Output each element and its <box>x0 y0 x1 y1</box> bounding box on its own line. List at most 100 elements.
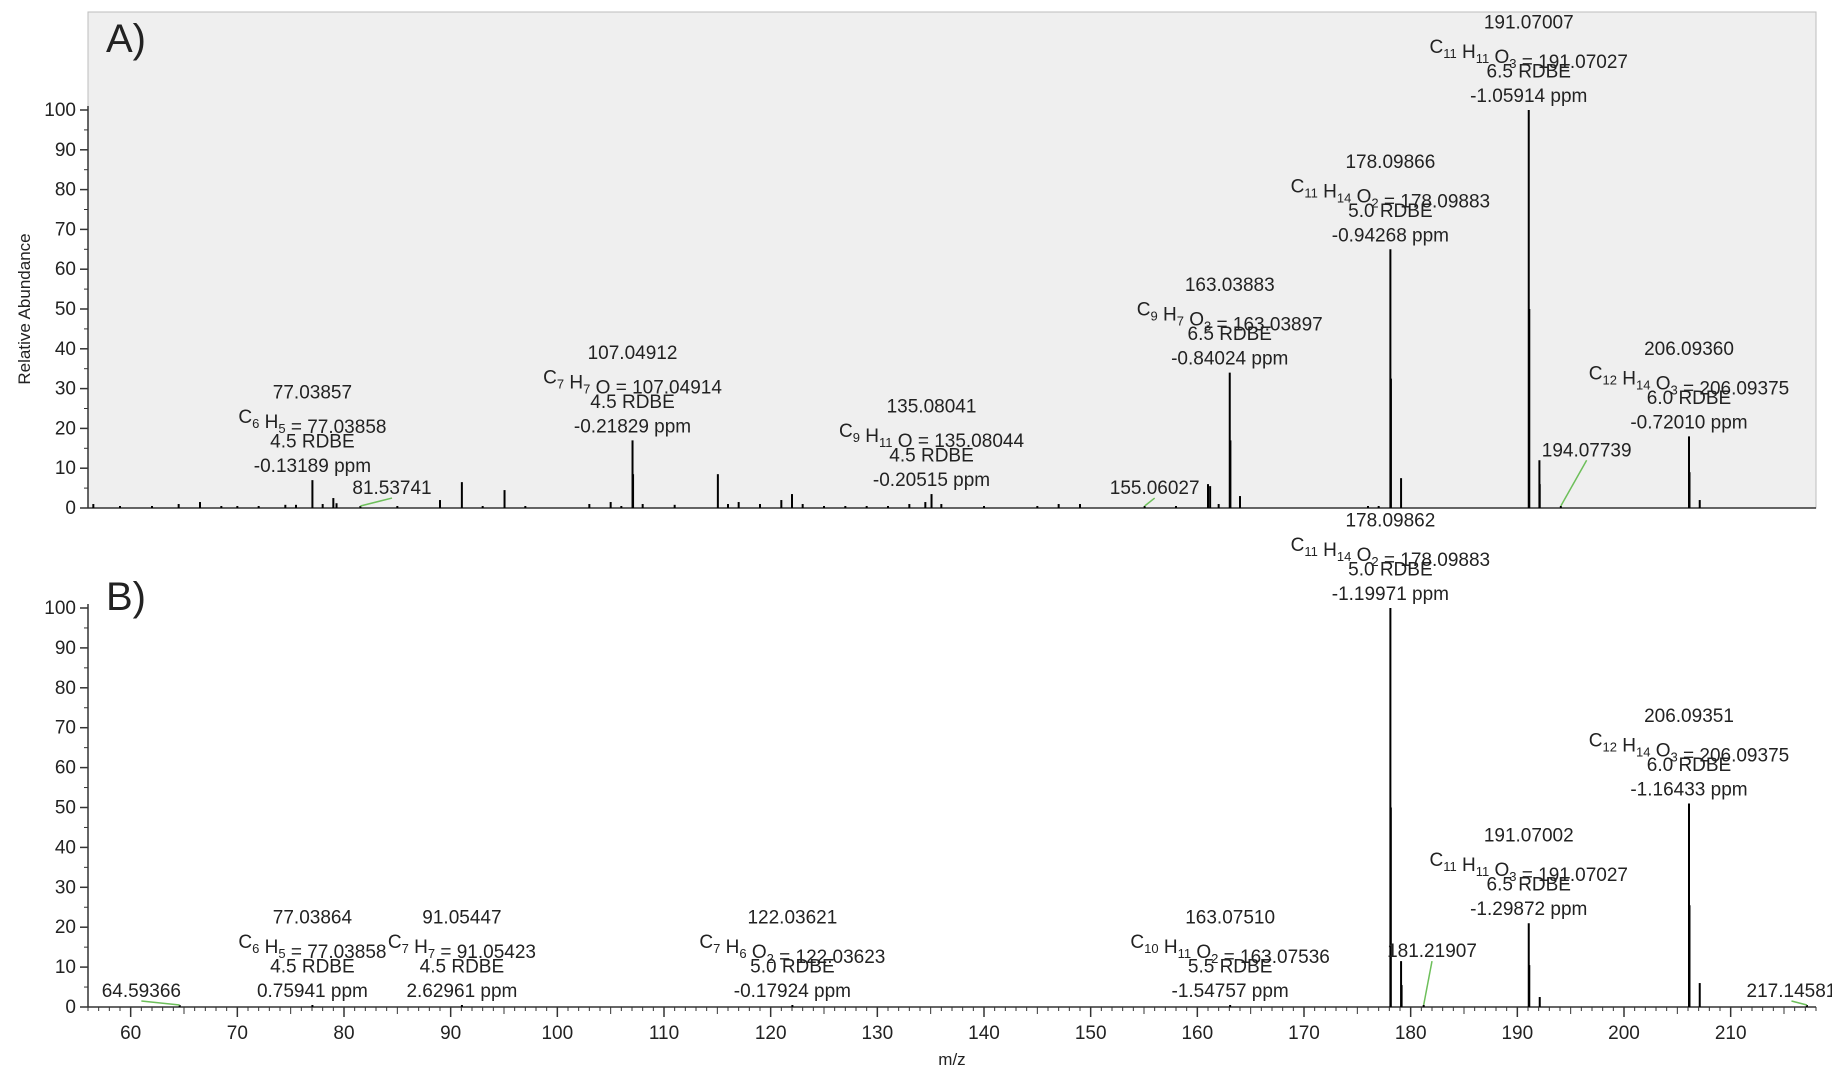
annotation-ppm: -0.20515 ppm <box>873 470 990 491</box>
leader-line <box>1791 1000 1808 1006</box>
y-tick-label: 60 <box>55 758 76 779</box>
y-tick-label: 100 <box>44 598 76 619</box>
y-tick-label: 20 <box>55 418 76 439</box>
y-tick-label: 70 <box>55 718 76 739</box>
panel-b: B) 0 10 20 30 40 50 60 70 80 90 100 60 70 80 90 100 110 12… <box>44 511 1832 1070</box>
x-axis-title: m/z <box>938 1050 965 1069</box>
y-tick-label: 90 <box>55 638 76 659</box>
panel-a: A) 0 10 20 30 40 50 60 70 80 90 100 Relative Abundan… <box>15 11 1817 519</box>
x-tick-label: 160 <box>1181 1023 1213 1044</box>
annotation-mz: 178.09862 <box>1345 511 1435 532</box>
annotation-rdbe: 4.5 RDBE <box>270 957 354 978</box>
x-tick-label: 140 <box>968 1023 1000 1044</box>
annotation-mz: 91.05447 <box>422 908 501 929</box>
annotation-rdbe: 5.0 RDBE <box>1348 560 1432 581</box>
annotation-rdbe: 4.5 RDBE <box>420 957 504 978</box>
x-tick-label: 70 <box>227 1023 248 1044</box>
annotation-ppm: -1.16433 ppm <box>1630 780 1747 801</box>
leader-label: 217.14581 <box>1747 981 1832 1002</box>
annotation-mz: 135.08041 <box>887 397 977 418</box>
annotation-mz: 107.04912 <box>588 343 678 364</box>
annotation-rdbe: 5.5 RDBE <box>1188 957 1272 978</box>
annotation-mz: 163.07510 <box>1185 908 1275 929</box>
annotation-mz: 206.09360 <box>1644 339 1734 360</box>
annotation-mz: 191.07007 <box>1484 13 1574 34</box>
leader-line <box>360 497 393 507</box>
leader-line <box>1144 497 1156 507</box>
annotation-formula: C11 H11 O3 = 191.07027 <box>1429 850 1628 886</box>
x-tick-label: 170 <box>1288 1023 1320 1044</box>
annotation-rdbe: 6.5 RDBE <box>1487 875 1571 896</box>
y-tick-label: 10 <box>55 957 76 978</box>
y-tick-label: 50 <box>55 798 76 819</box>
annotation-mz: 77.03864 <box>273 908 353 929</box>
leader-label: 64.59366 <box>102 981 181 1002</box>
y-tick-label: 50 <box>55 299 76 320</box>
annotation-ppm: -0.17924 ppm <box>734 981 851 1002</box>
x-tick-label: 200 <box>1608 1023 1640 1044</box>
panel-label: A) <box>106 17 146 61</box>
annotation-ppm: -0.21829 ppm <box>574 416 691 437</box>
leader-line <box>1422 960 1433 1006</box>
annotation-ppm: -1.29872 ppm <box>1470 899 1587 920</box>
annotation-mz: 163.03883 <box>1185 275 1275 296</box>
annotation-rdbe: 6.0 RDBE <box>1647 755 1731 776</box>
y-tick-label: 60 <box>55 259 76 280</box>
annotation-formula: C6 H5 = 77.03858 <box>238 407 386 438</box>
x-tick-label: 80 <box>333 1023 354 1044</box>
x-tick-label: 180 <box>1395 1023 1427 1044</box>
y-tick-label: 0 <box>65 498 76 519</box>
annotation-mz: 206.09351 <box>1644 706 1734 727</box>
annotation-formula: C12 H14 O3 = 206.09375 <box>1589 731 1789 767</box>
annotation-mz: 178.09866 <box>1345 152 1435 173</box>
annotation-ppm: -1.54757 ppm <box>1172 981 1289 1002</box>
y-tick-label: 80 <box>55 180 76 201</box>
y-tick-label: 0 <box>65 997 76 1018</box>
annotation-formula: C11 H11 O3 = 191.07027 <box>1429 37 1628 73</box>
annotation-formula: C12 H14 O3 = 206.09375 <box>1589 363 1789 399</box>
leader-line <box>141 1000 180 1006</box>
annotation-formula: C11 H14 O2 = 178.09883 <box>1291 535 1490 571</box>
annotation-rdbe: 5.0 RDBE <box>750 957 834 978</box>
annotation-rdbe: 4.5 RDBE <box>590 392 674 413</box>
y-tick-label: 80 <box>55 678 76 699</box>
x-tick-label: 190 <box>1501 1023 1533 1044</box>
annotation-formula: C7 H7 O = 107.04914 <box>543 367 722 398</box>
annotation-formula: C7 H7 = 91.05423 <box>388 932 536 963</box>
y-tick-label: 70 <box>55 219 76 240</box>
x-tick-label: 60 <box>120 1023 141 1044</box>
y-tick-label: 10 <box>55 458 76 479</box>
panel-label: B) <box>106 575 146 619</box>
annotation-formula: C7 H6 O2 = 122.03623 <box>699 932 885 968</box>
leader-label: 194.07739 <box>1542 440 1632 461</box>
x-tick-label: 90 <box>440 1023 461 1044</box>
y-axis-title: Relative Abundance <box>15 233 34 384</box>
annotation-ppm: -0.94268 ppm <box>1332 225 1449 246</box>
x-tick-label: 210 <box>1715 1023 1747 1044</box>
annotation-ppm: 0.75941 ppm <box>257 981 368 1002</box>
annotation-rdbe: 5.0 RDBE <box>1348 201 1432 222</box>
x-tick-label: 110 <box>649 1023 679 1044</box>
annotation-formula: C10 H11 O2 = 163.07536 <box>1130 932 1329 968</box>
y-tick-label: 30 <box>55 877 76 898</box>
annotation-ppm: -0.72010 ppm <box>1630 412 1747 433</box>
plot-background <box>88 560 1816 1007</box>
annotation-ppm: -1.05914 ppm <box>1470 86 1587 107</box>
annotation-mz: 77.03857 <box>273 383 352 404</box>
annotation-mz: 191.07002 <box>1484 826 1574 847</box>
annotation-rdbe: 6.5 RDBE <box>1487 62 1571 83</box>
x-tick-label: 120 <box>755 1023 787 1044</box>
annotation-mz: 122.03621 <box>747 908 837 929</box>
